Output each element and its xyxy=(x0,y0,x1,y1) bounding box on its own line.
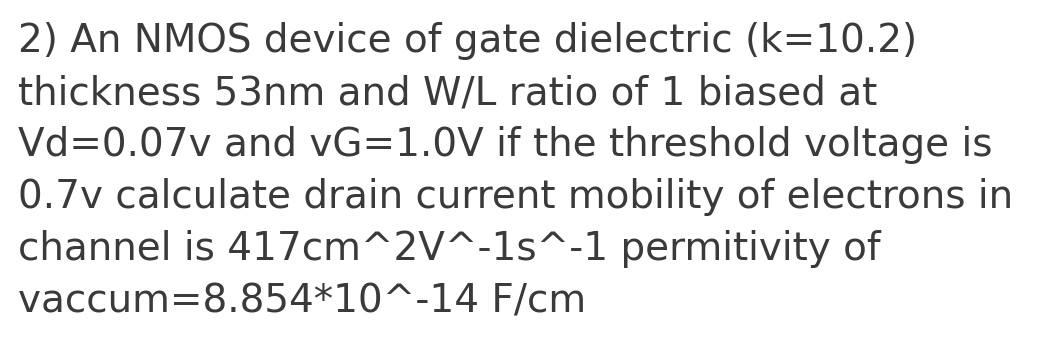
Text: vaccum=8.854*10^-14 F/cm: vaccum=8.854*10^-14 F/cm xyxy=(18,282,586,320)
Text: thickness 53nm and W/L ratio of 1 biased at: thickness 53nm and W/L ratio of 1 biased… xyxy=(18,74,877,112)
Text: Vd=0.07v and vG=1.0V if the threshold voltage is: Vd=0.07v and vG=1.0V if the threshold vo… xyxy=(18,126,992,164)
Text: 2) An NMOS device of gate dielectric (k=10.2): 2) An NMOS device of gate dielectric (k=… xyxy=(18,22,917,60)
Text: channel is 417cm^2V^-1s^-1 permitivity of: channel is 417cm^2V^-1s^-1 permitivity o… xyxy=(18,230,880,268)
Text: 0.7v calculate drain current mobility of electrons in: 0.7v calculate drain current mobility of… xyxy=(18,178,1013,216)
